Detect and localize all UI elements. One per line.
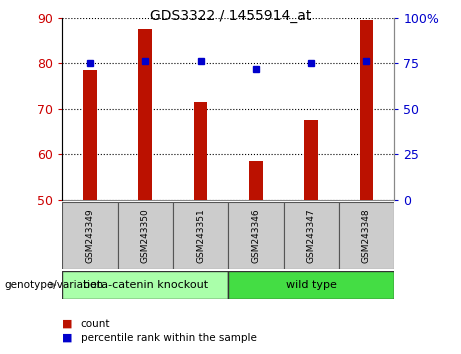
Bar	[194, 102, 207, 200]
Text: ■: ■	[62, 319, 73, 329]
Text: wild type: wild type	[286, 280, 337, 290]
Text: GSM243351: GSM243351	[196, 208, 205, 263]
Text: GSM243349: GSM243349	[85, 208, 95, 263]
Bar	[339, 202, 394, 269]
Text: genotype/variation: genotype/variation	[5, 280, 104, 290]
Text: GSM243347: GSM243347	[307, 208, 316, 263]
Bar	[249, 161, 263, 200]
Text: GSM243350: GSM243350	[141, 208, 150, 263]
Bar	[360, 20, 373, 200]
Bar	[138, 29, 152, 200]
Text: ■: ■	[62, 333, 73, 343]
Bar	[284, 202, 339, 269]
Text: count: count	[81, 319, 110, 329]
Bar	[173, 202, 228, 269]
Bar	[83, 70, 97, 200]
Text: GSM243346: GSM243346	[251, 208, 260, 263]
Bar	[304, 120, 318, 200]
Bar	[118, 202, 173, 269]
Bar	[62, 271, 228, 299]
Text: percentile rank within the sample: percentile rank within the sample	[81, 333, 257, 343]
Bar	[62, 202, 118, 269]
Bar	[228, 202, 284, 269]
Text: GDS3322 / 1455914_at: GDS3322 / 1455914_at	[150, 9, 311, 23]
Bar	[228, 271, 394, 299]
Text: GSM243348: GSM243348	[362, 208, 371, 263]
Text: beta-catenin knockout: beta-catenin knockout	[83, 280, 208, 290]
